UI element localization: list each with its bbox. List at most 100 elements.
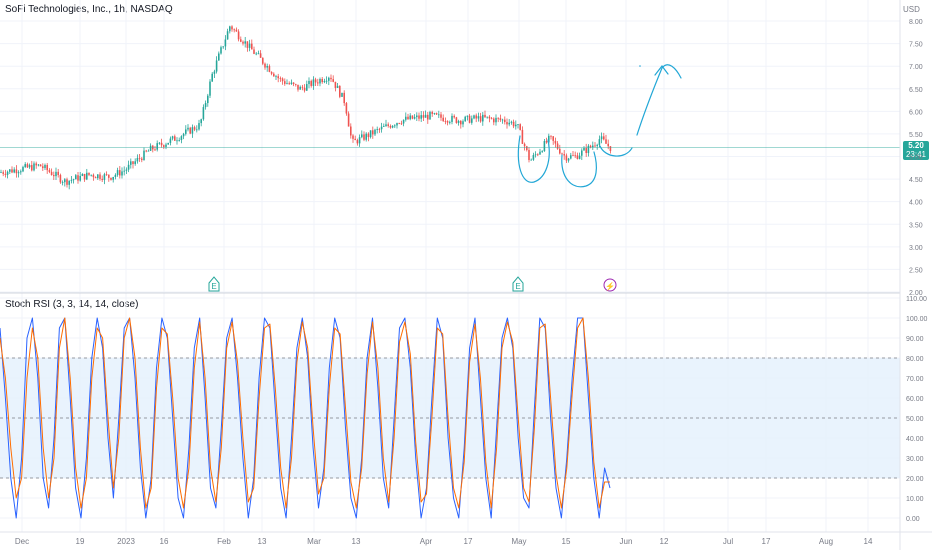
candle-body — [330, 77, 332, 80]
candle-body — [158, 142, 161, 144]
candle-body — [563, 154, 565, 156]
price-tick-label: 5.50 — [909, 132, 923, 139]
candle-body — [378, 129, 381, 130]
candle-body — [497, 117, 499, 119]
candle-body — [367, 133, 370, 138]
candle-body — [88, 172, 90, 175]
indicator-tick-label: 50.00 — [906, 416, 924, 423]
dividend-icon[interactable] — [603, 278, 617, 292]
candle-body — [523, 143, 526, 147]
candle-body — [528, 150, 530, 160]
candle-body — [17, 172, 20, 174]
candle-body — [572, 155, 574, 157]
candle-body — [257, 53, 260, 55]
candle-body — [609, 146, 612, 151]
indicator-tick-label: 110.00 — [906, 296, 927, 303]
candle-body — [578, 155, 581, 159]
candle-body — [350, 126, 352, 136]
candle-body — [345, 103, 348, 114]
candle-body — [583, 148, 585, 151]
symbol-title[interactable]: SoFi Technologies, Inc., 1h, NASDAQ — [5, 4, 173, 15]
bar-countdown: 23:41 — [905, 150, 927, 159]
candle-body — [6, 171, 9, 175]
candle-body — [376, 129, 378, 130]
event-label: E — [515, 282, 520, 291]
candle-body — [48, 170, 51, 172]
candle-body — [482, 114, 484, 122]
candle-body — [358, 137, 361, 144]
candle-body — [383, 126, 385, 127]
candle-body — [312, 79, 315, 86]
candle-body — [534, 154, 537, 156]
candle-body — [332, 79, 334, 82]
candle-body — [94, 177, 97, 179]
cup-right-drawing[interactable] — [599, 145, 633, 157]
candle-body — [218, 53, 220, 61]
candle-body — [110, 177, 112, 180]
stoch-rsi-title[interactable]: Stoch RSI (3, 3, 14, 14, close) — [5, 299, 139, 310]
price-tick-label: 3.00 — [909, 245, 923, 252]
candle-body — [493, 118, 495, 123]
candle-body — [418, 115, 420, 119]
candle-body — [127, 164, 130, 170]
projection-arrow[interactable] — [636, 64, 682, 136]
candle-body — [193, 127, 196, 130]
earnings-icon[interactable] — [208, 276, 220, 292]
candle-body — [268, 65, 271, 72]
cup-middle-drawing[interactable] — [561, 151, 597, 188]
user-drawings[interactable] — [517, 64, 682, 188]
candle-body — [20, 171, 22, 173]
candle-body — [240, 39, 242, 42]
candle-body — [490, 118, 493, 120]
candle-body — [592, 145, 594, 148]
candle-body — [116, 170, 119, 175]
candle-body — [567, 158, 570, 161]
candle-body — [92, 174, 95, 178]
candle-body — [372, 130, 374, 135]
candle-body — [336, 85, 339, 88]
candle-body — [484, 114, 486, 118]
candle-body — [501, 119, 504, 121]
indicator-tick-label: 10.00 — [906, 496, 924, 503]
candle-body — [295, 84, 297, 85]
candle-body — [187, 127, 189, 130]
candle-body — [77, 175, 79, 181]
candle-body — [57, 171, 59, 176]
candle-body — [178, 140, 180, 141]
candle-body — [101, 178, 103, 180]
candle-body — [224, 39, 227, 47]
time-tick-label: Jul — [723, 537, 733, 546]
candle-body — [394, 125, 396, 127]
candle-body — [255, 53, 257, 55]
candle-body — [541, 151, 543, 152]
candle-body — [471, 118, 473, 123]
candle-body — [284, 81, 286, 84]
indicator-tick-label: 60.00 — [906, 396, 924, 403]
earnings-icon[interactable] — [512, 276, 524, 292]
arrow-head[interactable] — [654, 65, 669, 76]
stoch-d-line — [0, 317, 610, 509]
candle-body — [145, 150, 147, 152]
candle-body — [90, 174, 92, 176]
price-tick-label: 7.50 — [909, 42, 923, 49]
candle-body — [262, 57, 264, 64]
indicator-tick-label: 30.00 — [906, 456, 924, 463]
candle-body — [281, 78, 284, 82]
event-label: E — [211, 282, 216, 291]
candle-body — [559, 148, 561, 154]
candle-body — [325, 80, 328, 82]
candle-body — [422, 115, 425, 118]
cup-left-drawing[interactable] — [517, 135, 550, 183]
candle-body — [429, 111, 431, 120]
candle-body — [141, 158, 143, 161]
candle-body — [598, 139, 601, 145]
candle-body — [431, 111, 433, 114]
candle-body — [204, 103, 207, 108]
candle-body — [222, 46, 224, 48]
candle-body — [134, 161, 136, 165]
candle-body — [515, 124, 517, 127]
candle-body — [132, 161, 134, 165]
candle-body — [402, 119, 405, 124]
candle-body — [119, 170, 121, 176]
